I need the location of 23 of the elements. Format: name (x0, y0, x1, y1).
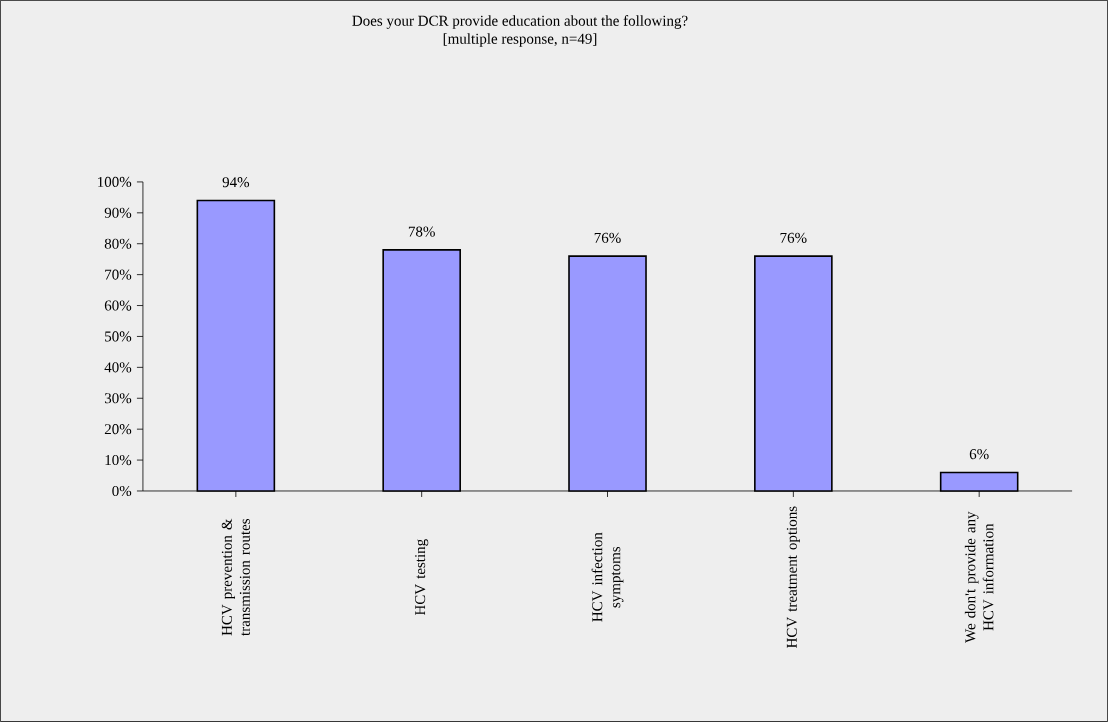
y-tick-label: 60% (104, 300, 132, 311)
y-tick-label: 0% (112, 485, 132, 497)
y-tick-label: 30% (104, 393, 132, 404)
y-tick-label: 100% (98, 176, 132, 188)
data-label: 76% (594, 232, 621, 243)
data-label: 94% (222, 177, 250, 188)
chart-title: Does your DCR provide education about the following? (352, 15, 688, 29)
y-tick-label: 80% (104, 238, 132, 249)
data-label: 76% (780, 232, 807, 243)
y-tick-label: 70% (105, 269, 132, 280)
x-tick-label: HCV treatment options (786, 506, 800, 649)
y-tick-label: 90% (104, 207, 132, 218)
y-tick-label: 20% (104, 424, 132, 435)
y-tick-label: 10% (105, 455, 132, 466)
x-tick-label: We don't provide any HCV information (964, 511, 994, 643)
data-label: 6% (969, 449, 989, 460)
chart-subtitle: [multiple response, n=49] (443, 33, 597, 47)
y-tick-label: 50% (105, 331, 132, 342)
x-tick-label: HCV prevention & transmission routes (221, 518, 250, 636)
x-tick-label: HCV infection symptoms (591, 532, 624, 622)
data-label: 78% (408, 226, 435, 237)
y-tick-label: 40% (104, 362, 132, 373)
x-tick-label: HCV testing (415, 539, 429, 616)
